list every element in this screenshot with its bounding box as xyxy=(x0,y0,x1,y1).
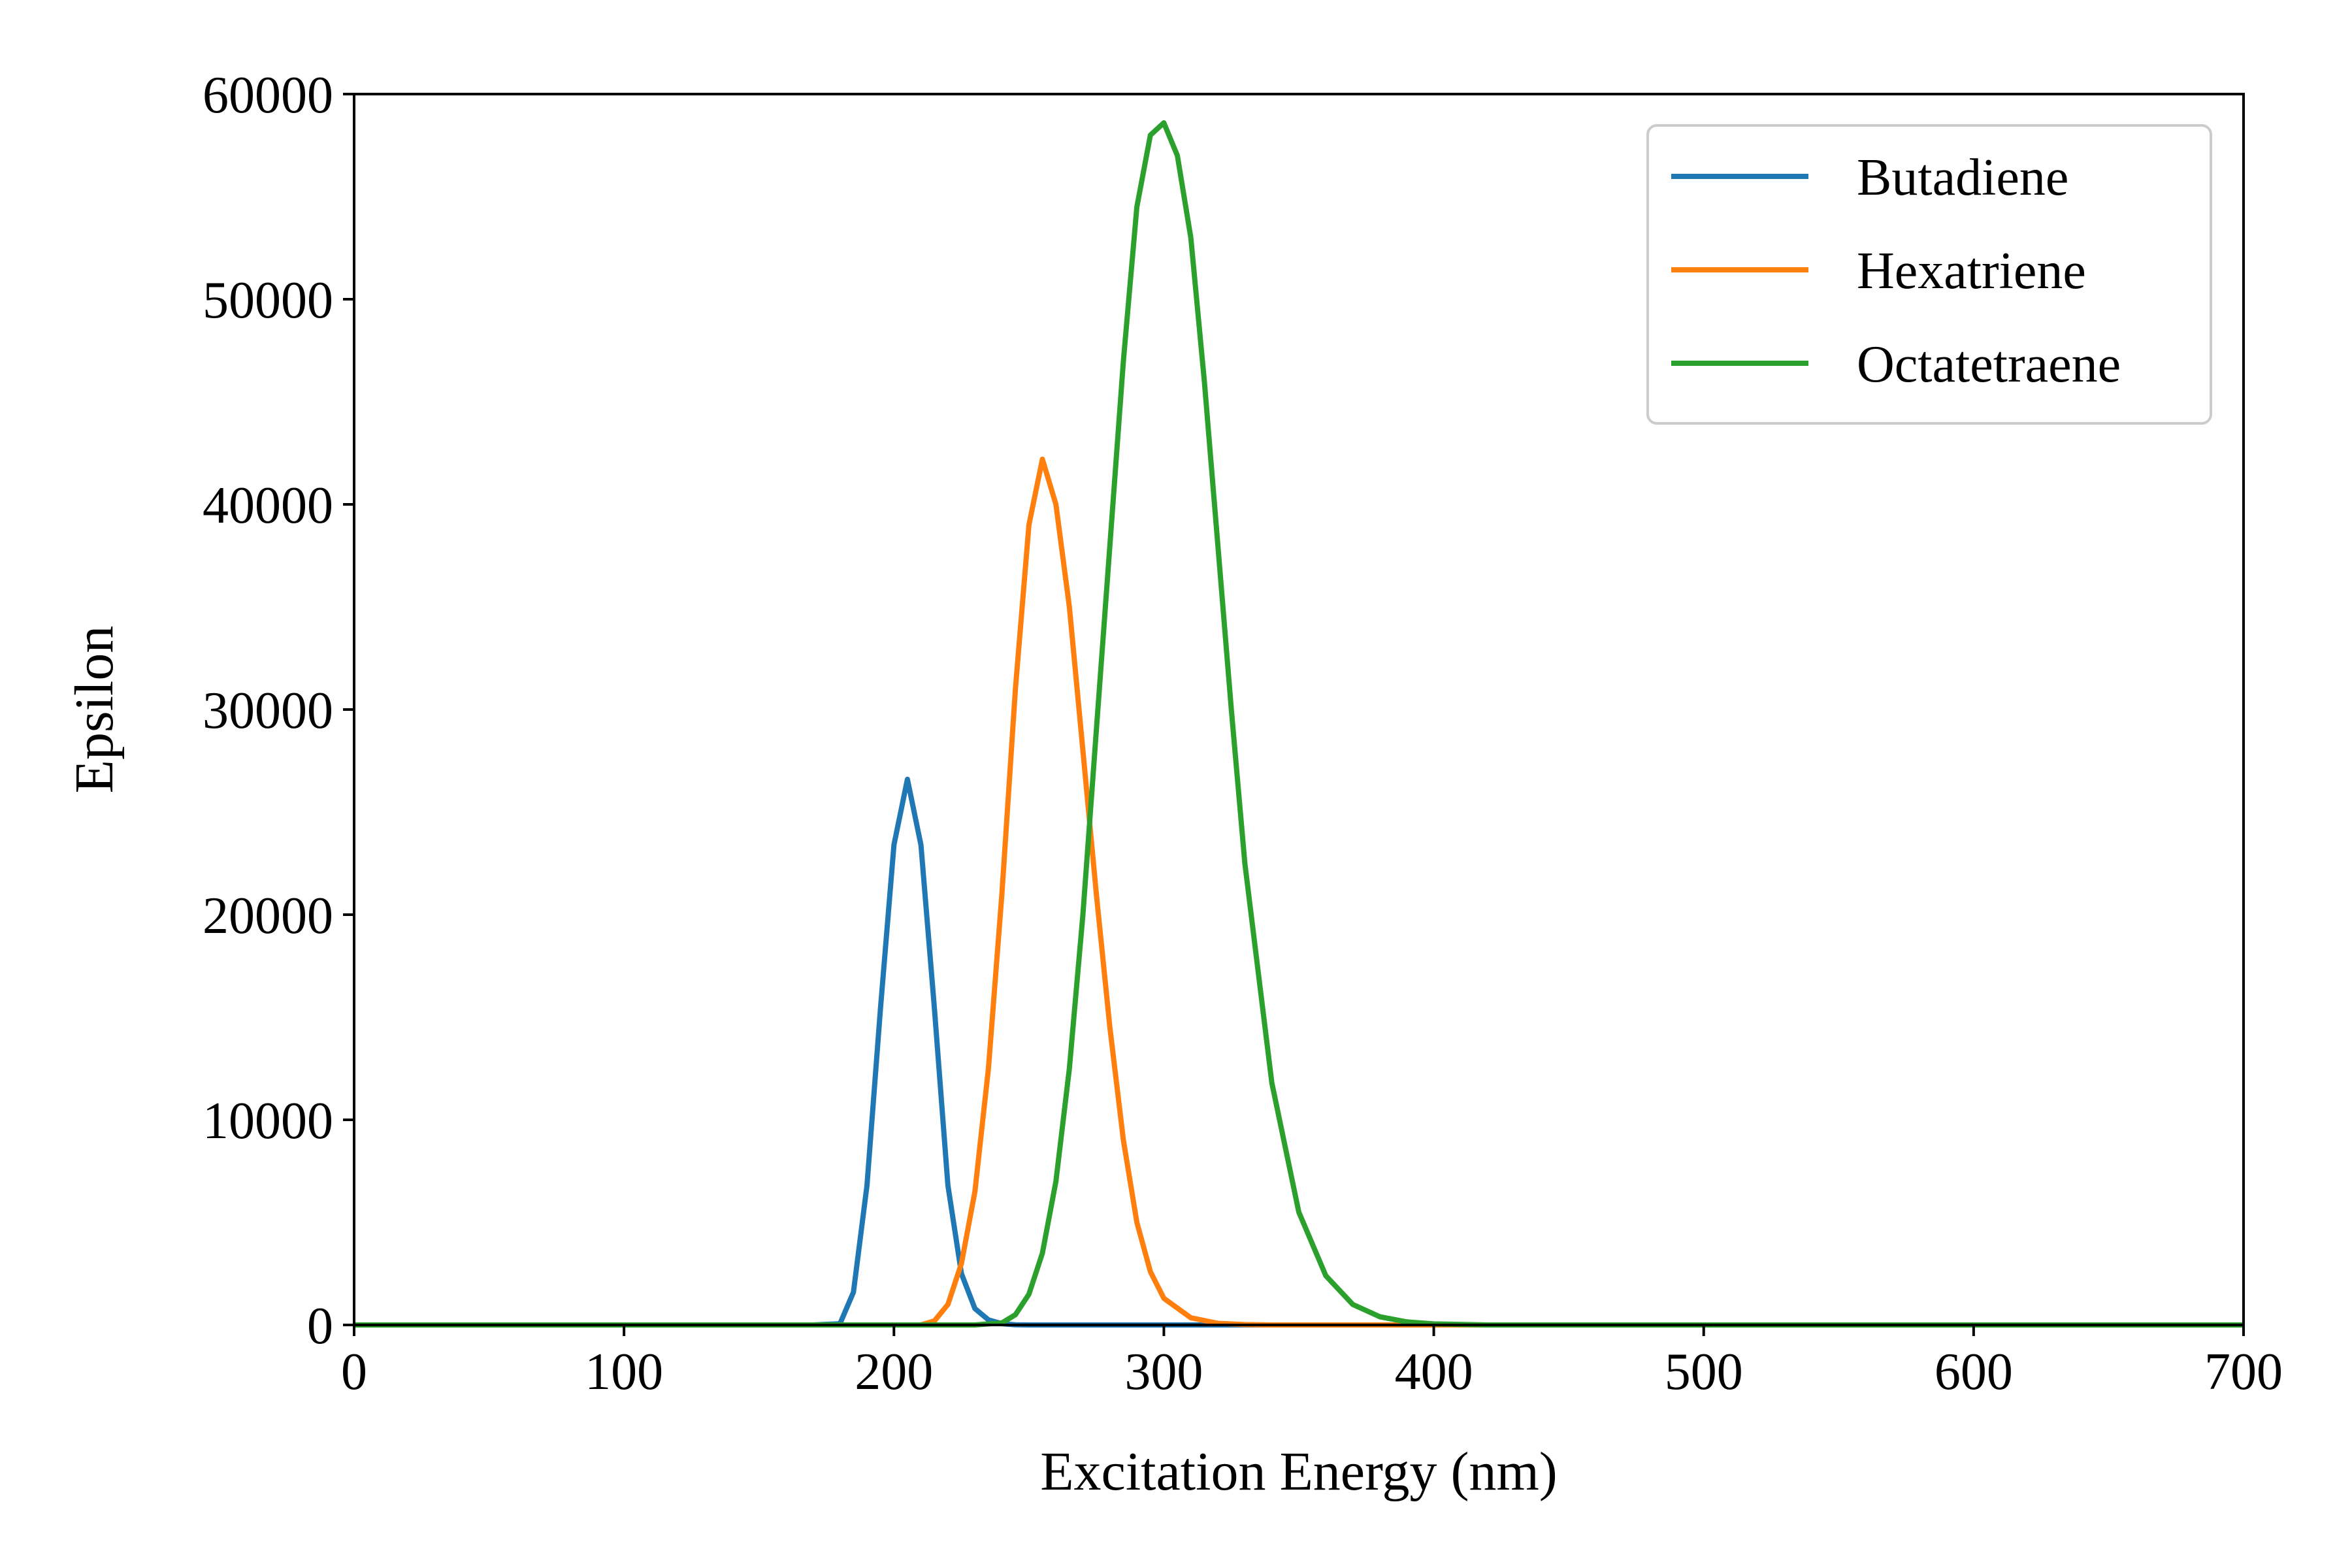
y-tick-label: 60000 xyxy=(203,67,333,124)
legend-label-octatetraene: Octatetraene xyxy=(1857,336,2121,393)
y-tick-label: 20000 xyxy=(203,887,333,945)
series-line-hexatriene xyxy=(354,456,2244,1328)
series-line-octatetraene xyxy=(354,120,2244,1328)
x-tick-label: 300 xyxy=(1124,1343,1203,1401)
legend: Butadiene Hexatriene Octatetraene xyxy=(1646,124,2212,425)
legend-label-hexatriene: Hexatriene xyxy=(1857,242,2086,300)
x-tick-label: 0 xyxy=(341,1343,367,1401)
x-tick-label: 100 xyxy=(585,1343,663,1401)
y-tick-label: 30000 xyxy=(203,682,333,740)
x-tick-label: 500 xyxy=(1665,1343,1743,1401)
x-tick-label: 700 xyxy=(2204,1343,2283,1401)
x-axis-title: Excitation Energy (nm) xyxy=(1040,1441,1558,1502)
x-tick-label: 400 xyxy=(1395,1343,1473,1401)
y-axis-title: Epsilon xyxy=(64,626,125,794)
y-tick-label: 40000 xyxy=(203,477,333,534)
x-tick-label: 200 xyxy=(855,1343,933,1401)
y-axis-ticks: 0 10000 20000 30000 40000 50000 60000 xyxy=(203,67,354,1355)
legend-box xyxy=(1646,124,2212,425)
y-tick-label: 50000 xyxy=(203,272,333,329)
x-tick-label: 600 xyxy=(1935,1343,2013,1401)
legend-label-butadiene: Butadiene xyxy=(1857,149,2068,206)
y-tick-label: 0 xyxy=(307,1298,333,1355)
y-tick-label: 10000 xyxy=(203,1092,333,1150)
x-axis-ticks: 0 100 200 300 400 500 600 700 xyxy=(341,1325,2283,1401)
